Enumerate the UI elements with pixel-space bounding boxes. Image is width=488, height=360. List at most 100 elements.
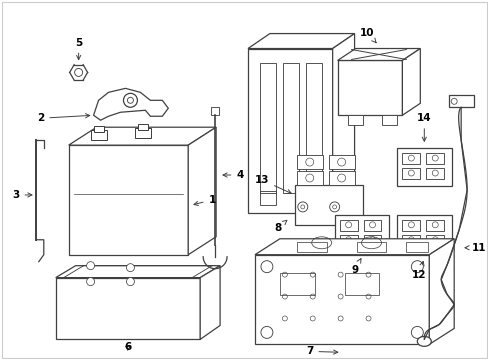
Circle shape [261,327,272,338]
Bar [296,171,322,185]
Circle shape [305,174,313,182]
Bar [363,235,381,246]
Bar [135,128,151,138]
Bar [426,153,443,164]
Bar [328,155,354,169]
Circle shape [366,316,370,321]
Bar [339,220,357,231]
Bar [426,168,443,179]
Circle shape [309,316,315,321]
Text: 14: 14 [416,113,431,141]
Text: 9: 9 [350,258,360,275]
Circle shape [337,294,343,299]
Circle shape [127,97,133,103]
Bar [397,148,451,186]
Circle shape [369,237,375,243]
Bar [363,220,381,231]
Polygon shape [68,127,216,145]
Circle shape [123,93,137,107]
Circle shape [309,272,315,277]
Bar [260,63,275,193]
Text: 5: 5 [75,37,82,60]
Circle shape [366,272,370,277]
Bar [260,191,275,205]
Bar [138,124,148,130]
Circle shape [337,158,345,166]
Circle shape [407,170,413,176]
Text: 3: 3 [12,190,32,200]
Text: 2: 2 [37,113,89,123]
Bar [247,49,332,213]
Polygon shape [337,49,420,60]
Circle shape [450,98,456,104]
Polygon shape [332,33,354,213]
Circle shape [345,237,351,243]
Bar [305,191,321,205]
Polygon shape [56,266,220,278]
Bar [296,155,322,169]
Circle shape [337,316,343,321]
Ellipse shape [416,336,430,346]
Bar [426,220,443,231]
Circle shape [282,272,287,277]
Circle shape [431,170,437,176]
Bar [334,215,388,253]
Circle shape [86,262,94,270]
Circle shape [366,294,370,299]
Circle shape [282,294,287,299]
Bar [402,220,420,231]
Text: 8: 8 [274,220,286,233]
Polygon shape [254,239,453,255]
Bar [279,273,314,294]
Bar [347,115,362,125]
Bar [68,145,188,255]
Circle shape [369,222,375,228]
Polygon shape [200,266,220,339]
Text: 11: 11 [464,243,486,253]
Text: 4: 4 [223,170,243,180]
Circle shape [126,278,134,285]
Text: 10: 10 [360,28,375,43]
Circle shape [431,237,437,243]
Text: 6: 6 [124,342,132,352]
Bar [93,126,103,132]
Bar [90,130,106,140]
Circle shape [300,205,304,209]
Bar [337,60,402,115]
Bar [254,255,428,345]
Circle shape [407,155,413,161]
Circle shape [431,155,437,161]
Text: 1: 1 [194,195,215,206]
Bar [402,235,420,246]
Circle shape [410,327,423,338]
Circle shape [309,294,315,299]
Bar [339,235,357,246]
Bar [356,242,386,252]
Bar [211,107,219,115]
Circle shape [75,68,82,76]
Circle shape [407,222,413,228]
Bar [294,185,362,225]
Bar [382,115,397,125]
Bar [296,242,326,252]
Bar [344,273,379,294]
Circle shape [305,158,313,166]
Circle shape [337,272,343,277]
Bar [328,171,354,185]
Polygon shape [93,88,168,120]
Polygon shape [402,49,420,115]
Bar [282,63,298,193]
Circle shape [126,264,134,272]
Bar [448,95,473,107]
Bar [56,278,200,339]
Polygon shape [428,239,453,345]
Circle shape [332,205,336,209]
Circle shape [431,222,437,228]
Bar [402,168,420,179]
Circle shape [297,202,307,212]
Circle shape [282,316,287,321]
Circle shape [345,222,351,228]
Text: 12: 12 [411,261,426,280]
Circle shape [407,237,413,243]
Circle shape [337,174,345,182]
